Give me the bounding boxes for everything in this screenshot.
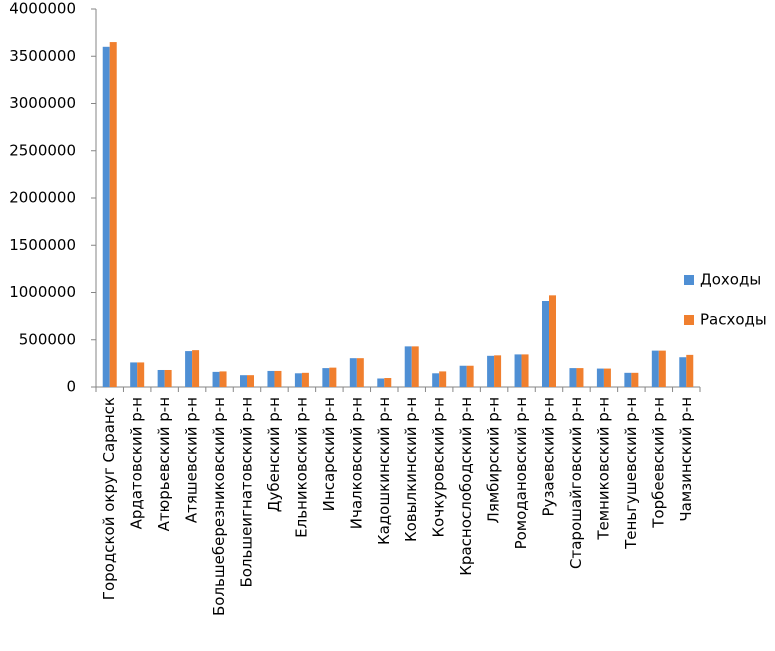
x-tick-label: Теньгушевский р-н	[622, 397, 640, 550]
x-tick-label: Ичалковский р-н	[347, 397, 365, 529]
bar	[651, 350, 659, 387]
x-tick-label: Лямбирский р-н	[485, 397, 503, 523]
bar	[514, 354, 522, 387]
bar	[294, 373, 302, 387]
bar	[137, 362, 145, 387]
x-tick-label: Кадошкинский р-н	[375, 397, 393, 545]
x-tick-label: Ковылкинский р-н	[402, 397, 420, 542]
x-tick-label: Чамзинский р-н	[677, 397, 695, 522]
bar	[576, 368, 584, 387]
y-tick-label: 1500000	[9, 236, 76, 254]
bar	[404, 346, 412, 387]
bar	[411, 346, 419, 387]
bar	[349, 358, 357, 387]
legend-swatch	[684, 275, 694, 285]
x-tick-label: Темниковский р-н	[594, 397, 612, 541]
bar	[301, 372, 309, 387]
x-tick-label: Ромодановский р-н	[512, 397, 530, 549]
bar	[624, 372, 632, 387]
bar	[219, 371, 227, 387]
bar	[164, 369, 172, 387]
y-tick-label: 3000000	[9, 94, 76, 112]
x-tick-label: Краснослободский р-н	[457, 397, 475, 576]
bar	[102, 46, 110, 388]
bar	[384, 378, 392, 387]
bar	[212, 371, 220, 387]
bar	[603, 368, 611, 387]
y-tick-label: 0	[66, 378, 76, 396]
x-tick-label: Атяшевский р-н	[183, 397, 201, 523]
y-tick-label: 2000000	[9, 189, 76, 207]
bar	[267, 370, 275, 387]
legend-swatch	[684, 315, 694, 325]
bar	[521, 354, 529, 387]
bar	[658, 350, 666, 387]
bar	[542, 301, 549, 387]
bar	[247, 375, 254, 387]
x-tick-label: Ардатовский р-н	[128, 397, 146, 529]
bar	[240, 375, 247, 387]
bar	[109, 42, 117, 387]
bar	[569, 368, 577, 387]
bar	[686, 354, 694, 387]
bar	[459, 365, 467, 387]
x-tick-label: Дубенский р-н	[265, 397, 283, 512]
bar	[274, 370, 282, 387]
x-tick-label: Инсарский р-н	[320, 397, 338, 511]
y-tick-label: 3500000	[9, 47, 76, 65]
y-tick-label: 4000000	[9, 0, 76, 18]
bar	[185, 351, 193, 387]
x-tick-label: Большеберезниковский р-н	[210, 397, 228, 616]
bar	[631, 372, 639, 387]
bar	[487, 355, 495, 387]
x-tick-label: Городской округ Саранск	[100, 397, 118, 600]
x-tick-label: Кочкуровский р-н	[430, 397, 448, 537]
bar	[322, 368, 330, 387]
bar	[192, 350, 200, 387]
bar	[356, 358, 364, 387]
bar	[130, 362, 138, 387]
x-tick-label: Торбеевский р-н	[649, 397, 667, 529]
bar	[439, 371, 447, 387]
x-tick-label: Атюрьевский р-н	[155, 397, 173, 531]
y-tick-label: 1000000	[9, 283, 76, 301]
bar	[679, 357, 687, 387]
bar	[432, 373, 440, 387]
x-tick-label: Ельниковский р-н	[292, 397, 310, 538]
x-tick-label: Большеигнатовский р-н	[238, 397, 256, 588]
y-tick-label: 500000	[19, 330, 76, 348]
bar	[494, 355, 502, 387]
bar	[329, 367, 337, 387]
y-tick-label: 2500000	[9, 141, 76, 159]
bar	[377, 378, 385, 387]
x-tick-label: Рузаевский р-н	[540, 397, 558, 516]
x-tick-label: Старошайговский р-н	[567, 397, 585, 569]
bar	[157, 369, 165, 387]
bar	[549, 295, 556, 387]
legend-label: Расходы	[700, 311, 767, 329]
bar	[596, 368, 604, 387]
legend-label: Доходы	[700, 271, 761, 289]
bar	[466, 365, 474, 387]
